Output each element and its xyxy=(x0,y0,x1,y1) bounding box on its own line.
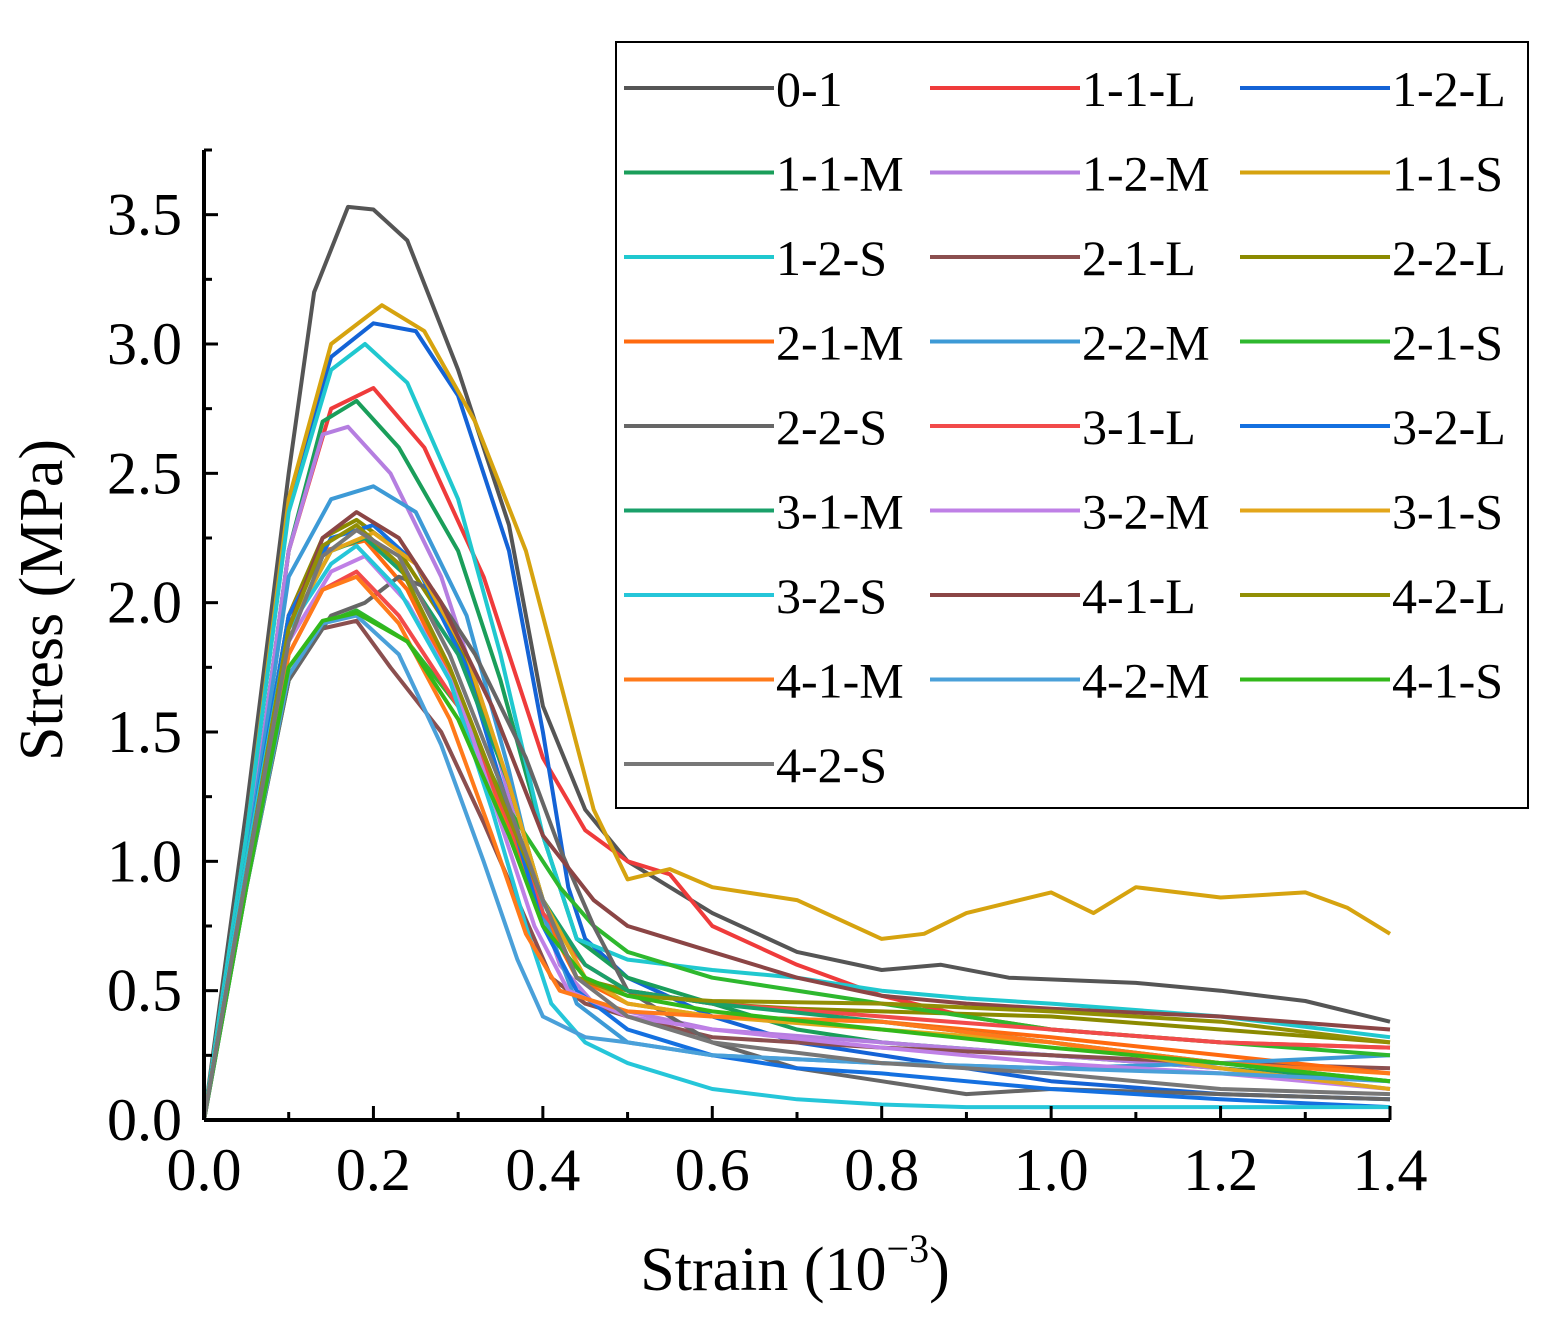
x-axis-title-suffix: ) xyxy=(929,1236,950,1304)
legend-entry-3-1-S: 3-1-S xyxy=(1240,484,1503,540)
legend-entry-2-1-M: 2-1-M xyxy=(624,315,904,371)
y-tick-label: 3.5 xyxy=(107,182,182,248)
legend-entry-2-2-M: 2-2-M xyxy=(930,315,1210,371)
legend-label: 4-2-S xyxy=(776,737,887,793)
series-line-1-2-L xyxy=(202,321,1391,1121)
legend-label: 3-2-M xyxy=(1082,484,1210,540)
ticks-layer: 0.0 0.2 0.4 0.6 0.8 1.0 1.2 1.4 0.0 0.5 1.0 1.5 2.0 2… xyxy=(107,148,1428,1203)
legend-label: 1-2-M xyxy=(1082,146,1210,202)
series-line-4-2-S xyxy=(202,528,1391,1121)
legend-label: 3-1-L xyxy=(1082,399,1196,455)
x-tick-label: 0.0 xyxy=(167,1137,242,1203)
legend-label: 2-1-M xyxy=(776,315,904,371)
legend-entry-4-1-L: 4-1-L xyxy=(930,568,1196,624)
legend-label: 1-1-M xyxy=(776,146,904,202)
legend-entry-4-2-M: 4-2-M xyxy=(930,653,1210,709)
y-tick-label: 2.5 xyxy=(107,440,182,506)
legend-label: 2-2-L xyxy=(1392,230,1506,286)
x-tick-label: 0.8 xyxy=(844,1137,919,1203)
legend-label: 1-1-L xyxy=(1082,61,1196,117)
legend-label: 2-1-L xyxy=(1082,230,1196,286)
series-line-1-1-S xyxy=(202,303,1392,1121)
legend-label: 1-1-S xyxy=(1392,146,1503,202)
legend-entry-3-2-M: 3-2-M xyxy=(930,484,1210,540)
y-tick-label: 2.0 xyxy=(107,570,182,636)
legend-entry-1-1-S: 1-1-S xyxy=(1240,146,1503,202)
series-line-2-2-S xyxy=(202,574,1391,1121)
legend-entry-1-2-S: 1-2-S xyxy=(624,230,887,286)
x-axis-title: Strain (10−3) xyxy=(640,1226,949,1304)
series-line-4-1-S xyxy=(202,611,1391,1121)
legend-label: 3-2-S xyxy=(776,568,887,624)
legend-entry-0-1: 0-1 xyxy=(624,61,843,117)
legend-label: 3-1-S xyxy=(1392,484,1503,540)
legend-entry-2-2-L: 2-2-L xyxy=(1240,230,1506,286)
y-tick-label: 3.0 xyxy=(107,311,182,377)
legend-entry-4-1-M: 4-1-M xyxy=(624,653,904,709)
legend-entry-3-1-L: 3-1-L xyxy=(930,399,1196,455)
legend-entry-3-2-S: 3-2-S xyxy=(624,568,887,624)
series-line-4-1-L xyxy=(202,510,1391,1121)
y-tick-label: 0.5 xyxy=(107,958,182,1024)
series-line-0-1 xyxy=(202,204,1391,1121)
legend-entry-3-2-L: 3-2-L xyxy=(1240,399,1506,455)
y-tick-label: 0.0 xyxy=(107,1087,182,1153)
series-line-4-2-L xyxy=(202,523,1391,1121)
legend-label: 4-2-L xyxy=(1392,568,1506,624)
legend-entry-3-1-M: 3-1-M xyxy=(624,484,904,540)
legend: 0-1 1-1-L 1-2-L 1-1-M 1-2-M 1-1-S 1-2-S 2-1-L 2-… xyxy=(615,41,1529,809)
legend-entry-1-1-L: 1-1-L xyxy=(930,61,1196,117)
legend-label: 0-1 xyxy=(776,61,843,117)
series-line-4-1-M xyxy=(202,574,1391,1121)
series-line-3-2-M xyxy=(202,554,1391,1121)
legend-label: 4-1-L xyxy=(1082,568,1196,624)
legend-label: 4-2-M xyxy=(1082,653,1210,709)
x-tick-label: 0.4 xyxy=(505,1137,580,1203)
legend-label: 4-1-S xyxy=(1392,653,1503,709)
legend-entry-2-1-L: 2-1-L xyxy=(930,230,1196,286)
legend-label: 3-2-L xyxy=(1392,399,1506,455)
x-tick-label: 0.2 xyxy=(336,1137,411,1203)
legend-entry-1-2-L: 1-2-L xyxy=(1240,61,1506,117)
y-tick-label: 1.0 xyxy=(107,828,182,894)
legend-entry-2-1-S: 2-1-S xyxy=(1240,315,1503,371)
y-axis-title: Stress (MPa) xyxy=(8,439,76,761)
legend-entry-1-1-M: 1-1-M xyxy=(624,146,904,202)
series-line-3-2-S xyxy=(202,543,1390,1121)
x-axis-title-exponent: −3 xyxy=(887,1226,930,1271)
legend-label: 2-1-S xyxy=(1392,315,1503,371)
legend-label: 1-2-S xyxy=(776,230,887,286)
legend-label: 4-1-M xyxy=(776,653,904,709)
x-tick-label: 1.2 xyxy=(1183,1137,1258,1203)
series-layer xyxy=(202,204,1392,1121)
x-tick-label: 0.6 xyxy=(675,1137,750,1203)
legend-entry-4-2-L: 4-2-L xyxy=(1240,568,1506,624)
legend-label: 1-2-L xyxy=(1392,61,1506,117)
legend-entry-2-2-S: 2-2-S xyxy=(624,399,887,455)
x-tick-label: 1.4 xyxy=(1353,1137,1428,1203)
legend-entry-4-2-S: 4-2-S xyxy=(624,737,887,793)
legend-label: 2-2-S xyxy=(776,399,887,455)
legend-entry-4-1-S: 4-1-S xyxy=(1240,653,1503,709)
x-tick-label: 1.0 xyxy=(1014,1137,1089,1203)
legend-label: 2-2-M xyxy=(1082,315,1210,371)
legend-label: 3-1-M xyxy=(776,484,904,540)
y-tick-label: 1.5 xyxy=(107,699,182,765)
legend-entry-1-2-M: 1-2-M xyxy=(930,146,1210,202)
